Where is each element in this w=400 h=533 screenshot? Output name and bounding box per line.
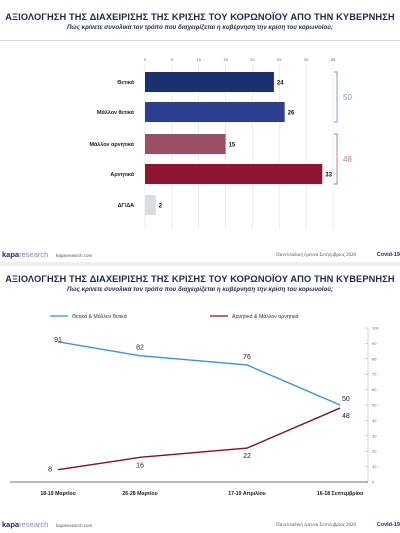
x-tick-label: 16-18 Σεπτεμβρίου	[317, 491, 363, 497]
group-bracket	[334, 71, 338, 123]
x-tick-label: 17-19 Απριλίου	[228, 491, 265, 497]
category-label: Θετικά	[117, 80, 134, 86]
y-tick-label: 30	[372, 433, 377, 438]
series-line	[57, 341, 341, 406]
bar-value-label: 24	[277, 80, 284, 86]
footer-site: kaparesearch.com	[56, 253, 93, 258]
bar	[145, 195, 156, 215]
y-tick-label: 70	[372, 372, 377, 377]
bar-value-label: 2	[159, 203, 163, 209]
x-tick-label: 35	[331, 57, 336, 62]
y-tick-label: 0	[372, 480, 375, 485]
x-tick-label: 26-28 Μαρτίου	[122, 491, 157, 497]
footer: kaparesearch kaparesearch.com Πανελλαδικ…	[0, 248, 400, 262]
bar	[145, 134, 226, 154]
y-tick-label: 20	[372, 449, 377, 454]
y-tick-label: 50	[372, 403, 377, 408]
line-chart: 0 10 20 30 40 50 60 70 80 90 100 18-19 Μαρτίου 26-28…	[10, 313, 379, 497]
category-label: ΔΓ/ΔΑ	[118, 203, 134, 209]
y-tick-label: 90	[372, 341, 377, 346]
data-label: 16	[136, 462, 144, 469]
data-label: 50	[342, 396, 350, 403]
y-tick-label: 40	[372, 418, 377, 423]
bar-value-label: 26	[288, 110, 295, 116]
kapa-research-logo: kaparesearch	[2, 520, 49, 529]
group-bracket	[334, 133, 338, 185]
x-tick-label: 5	[171, 57, 174, 62]
group-total-label: 50	[343, 93, 352, 102]
category-label: Αρνητικά	[110, 172, 134, 178]
footer-tag: Covid-19	[376, 252, 400, 258]
bar-value-label: 15	[229, 142, 236, 148]
group-total-label: 48	[343, 155, 352, 164]
x-tick-label: 30	[304, 57, 309, 62]
data-label: 91	[54, 337, 62, 344]
footer-tag: Covid-19	[376, 522, 400, 528]
bar-value-label: 33	[325, 172, 332, 178]
y-tick-label: 80	[372, 356, 377, 361]
bar	[145, 102, 285, 122]
x-tick-label: 18-19 Μαρτίου	[40, 491, 75, 497]
y-tick-label: 10	[372, 464, 377, 469]
slide-bar-chart: ΑΞΙΟΛΟΓΗΣΗ ΤΗΣ ΔΙΑΧΕΙΡΙΣΗΣ ΤΗΣ ΚΡΙΣΗΣ ΤΟ…	[0, 0, 400, 262]
x-tick-label: 0	[144, 57, 147, 62]
footer-survey: Πανελλαδική έρευνα Σεπτέμβριος 2020	[276, 253, 356, 258]
footer: kaparesearch kaparesearch.com Πανελλαδικ…	[0, 518, 400, 532]
x-tick-label: 10	[196, 57, 201, 62]
x-tick-label: 20	[250, 57, 255, 62]
category-label: Μάλλον θετικά	[97, 110, 135, 116]
slide-divider	[0, 262, 400, 266]
data-label: 48	[342, 413, 350, 420]
data-label: 76	[243, 354, 251, 361]
slide-title: ΑΞΙΟΛΟΓΗΣΗ ΤΗΣ ΔΙΑΧΕΙΡΙΣΗΣ ΤΗΣ ΚΡΙΣΗΣ ΤΟ…	[5, 12, 395, 22]
slide-title: ΑΞΙΟΛΟΓΗΣΗ ΤΗΣ ΔΙΑΧΕΙΡΙΣΗΣ ΤΗΣ ΚΡΙΣΗΣ ΤΟ…	[5, 274, 395, 284]
legend-label: Θετικά & Μάλλον θετικά	[72, 313, 127, 320]
series-line	[57, 407, 341, 471]
kapa-research-logo: kaparesearch	[2, 250, 49, 259]
bar-chart: 0 5 10 15 20 25 30 35 Θετικά 24 Μάλλον θετικά 26 Μάλ…	[89, 57, 352, 230]
x-tick-label: 25	[277, 57, 282, 62]
y-tick-label: 100	[372, 326, 379, 331]
title-divider	[0, 40, 400, 41]
bar	[145, 164, 323, 184]
slide-line-chart: ΑΞΙΟΛΟΓΗΣΗ ΤΗΣ ΔΙΑΧΕΙΡΙΣΗΣ ΤΗΣ ΚΡΙΣΗΣ ΤΟ…	[0, 266, 400, 533]
footer-site: kaparesearch.com	[56, 523, 93, 528]
bar	[145, 72, 274, 92]
slide-subtitle: Πώς κρίνετε συνολικά τον τρόπο που διαχε…	[66, 24, 334, 31]
data-label: 22	[243, 453, 251, 460]
data-label: 8	[48, 467, 52, 474]
footer-survey: Πανελλαδική έρευνα Σεπτέμβριος 2020	[276, 523, 356, 528]
x-tick-label: 15	[223, 57, 228, 62]
category-label: Μάλλον αρνητικά	[89, 142, 134, 148]
slide-subtitle: Πώς κρίνετε συνολικά τον τρόπο που διαχε…	[66, 286, 334, 293]
data-label: 82	[136, 345, 144, 352]
legend-label: Αρνητικά & Μάλλον αρνητικά	[232, 313, 298, 320]
y-tick-label: 60	[372, 387, 377, 392]
